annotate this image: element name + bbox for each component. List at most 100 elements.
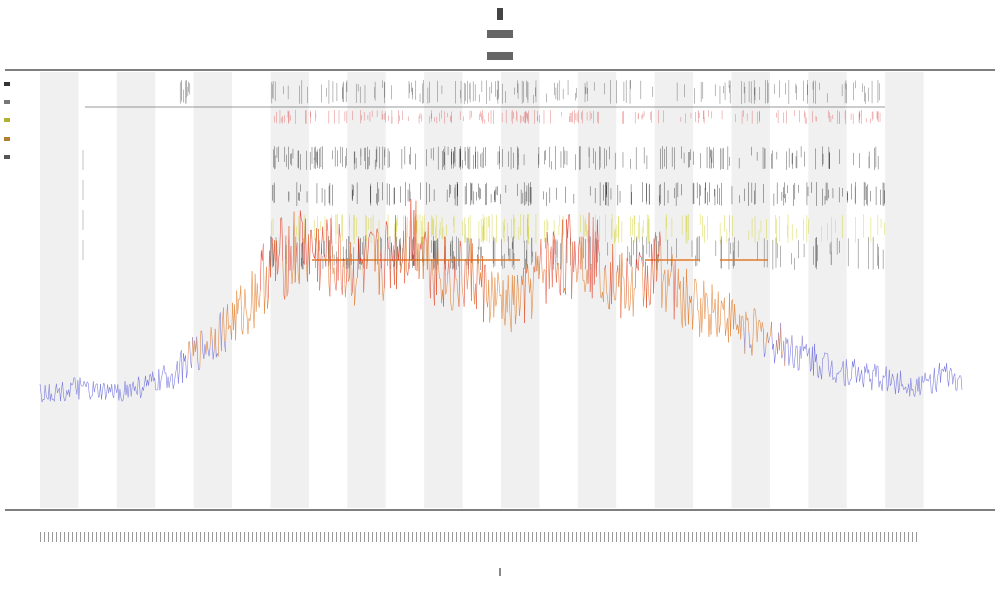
series-segment — [146, 379, 148, 387]
x-tick-label — [540, 532, 541, 542]
series-segment — [775, 340, 777, 354]
x-tick-label — [608, 532, 609, 542]
series-segment — [936, 377, 938, 392]
x-tick-label — [544, 532, 545, 542]
x-tick-label — [364, 532, 365, 542]
series-segment — [99, 383, 101, 397]
series-segment — [540, 239, 543, 271]
series-segment — [369, 231, 372, 234]
x-tick-label — [716, 532, 717, 542]
x-tick-label — [404, 532, 405, 542]
series-segment — [277, 258, 279, 275]
x-tick-label — [668, 532, 669, 542]
series-segment — [71, 384, 73, 386]
series-segment — [443, 236, 445, 307]
series-segment — [489, 311, 492, 323]
series-segment — [179, 354, 181, 372]
series-segment — [570, 244, 572, 299]
series-segment — [524, 258, 526, 323]
series-segment — [101, 390, 103, 400]
series-segment — [249, 312, 252, 321]
x-tick-label — [296, 532, 297, 542]
series-segment — [121, 400, 124, 402]
series-segment — [639, 252, 641, 257]
series-segment — [649, 303, 651, 306]
series-segment — [728, 292, 730, 343]
series-segment — [346, 258, 348, 284]
series-segment — [165, 372, 168, 388]
series-segment — [632, 288, 635, 317]
series-segment — [949, 367, 952, 372]
series-segment — [399, 239, 401, 273]
x-tick-label — [580, 532, 581, 542]
x-tick-label — [156, 532, 157, 542]
series-segment — [268, 250, 270, 299]
x-tick-label — [756, 532, 757, 542]
series-segment — [353, 260, 355, 306]
series-segment — [493, 277, 496, 318]
series-segment — [228, 325, 230, 330]
x-tick-label — [256, 532, 257, 542]
series-segment — [178, 371, 180, 384]
x-tick-label — [104, 532, 105, 542]
x-tick-label — [488, 532, 489, 542]
series-segment — [542, 269, 545, 283]
x-tick-label — [68, 532, 69, 542]
series-segment — [474, 283, 476, 305]
x-tick-label — [440, 532, 441, 542]
x-tick-label — [300, 532, 301, 542]
series-segment — [100, 383, 102, 400]
series-segment — [154, 377, 157, 391]
series-segment — [517, 274, 519, 291]
x-tick-label — [900, 532, 901, 542]
series-segment — [495, 299, 498, 307]
x-tick-label — [548, 532, 549, 542]
x-tick-label — [660, 532, 661, 542]
x-tick-label — [284, 532, 285, 542]
series-segment — [469, 238, 472, 301]
series-segment — [421, 236, 424, 279]
series-segment — [305, 218, 307, 265]
series-segment — [41, 399, 44, 403]
x-tick-label — [192, 532, 193, 542]
x-tick-label — [612, 532, 613, 542]
rug-row-2 — [273, 146, 879, 170]
series-segment — [791, 335, 794, 364]
series-segment — [754, 309, 757, 318]
series-segment — [640, 256, 642, 258]
x-tick-label — [288, 532, 289, 542]
series-segment — [291, 269, 294, 285]
series-segment — [920, 375, 923, 390]
series-segment — [758, 319, 761, 323]
series-segment — [811, 346, 813, 369]
series-segment — [659, 231, 662, 247]
x-tick-label — [252, 532, 253, 542]
x-tick-label — [840, 532, 841, 542]
x-tick-label — [60, 532, 61, 542]
series-segment — [467, 252, 470, 276]
series-segment — [111, 384, 114, 396]
series-segment — [213, 328, 216, 351]
series-segment — [259, 250, 262, 291]
x-tick-label — [556, 532, 557, 542]
series-segment — [74, 377, 77, 389]
x-tick-label — [152, 532, 153, 542]
series-segment — [537, 255, 540, 280]
series-segment — [695, 279, 697, 287]
series-segment — [621, 252, 624, 278]
series-segment — [221, 323, 223, 352]
series-segment — [440, 278, 442, 304]
x-tick-label — [472, 532, 473, 542]
series-segment — [386, 225, 389, 249]
series-segment — [365, 235, 368, 269]
series-segment — [145, 375, 147, 387]
series-segment — [367, 237, 370, 255]
x-tick-label — [248, 532, 249, 542]
series-segment — [674, 259, 677, 305]
series-segment — [519, 304, 521, 317]
x-tick-label — [136, 532, 137, 542]
series-segment — [691, 296, 693, 330]
series-segment — [556, 264, 558, 283]
series-segment — [587, 212, 590, 284]
series-segment — [757, 319, 760, 326]
